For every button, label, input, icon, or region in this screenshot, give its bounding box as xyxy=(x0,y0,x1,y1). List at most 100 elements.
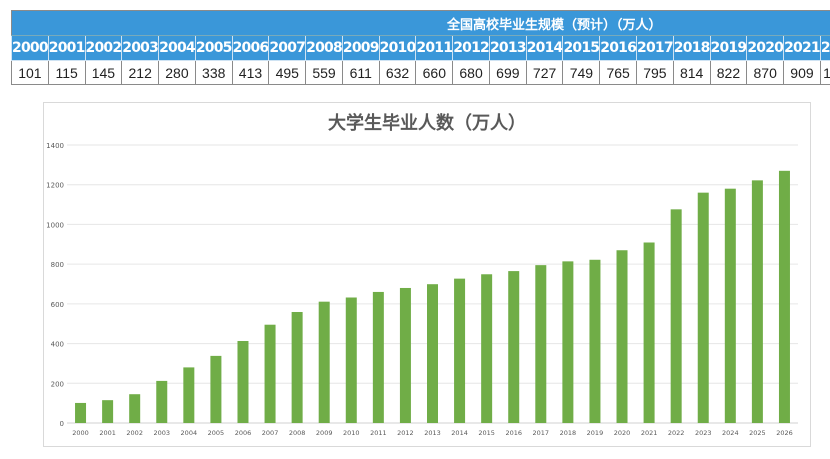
x-tick-label: 2005 xyxy=(208,429,225,437)
bar-2008 xyxy=(291,311,303,423)
bar-2023 xyxy=(697,192,709,423)
bar-2019 xyxy=(589,259,601,423)
year-header-cell: 2004 xyxy=(158,35,196,61)
value-cell: 765 xyxy=(599,60,638,85)
value-cell: 559 xyxy=(305,60,343,85)
bar-2018 xyxy=(562,261,574,423)
bar-2014 xyxy=(454,278,466,423)
year-header-row: 2000 2001 2002 2003 2004 2005 2006 2007 2008 2009… xyxy=(11,35,830,61)
bar-2006 xyxy=(237,340,249,423)
year-header-cell: 2002 xyxy=(84,35,123,61)
x-tick-label: 2025 xyxy=(749,429,766,437)
value-cell: 115 xyxy=(47,60,86,85)
value-cell: 749 xyxy=(562,60,601,85)
value-cell: 413 xyxy=(231,60,270,85)
year-header-cell: 2016 xyxy=(599,35,638,61)
bar-2015 xyxy=(481,274,493,423)
x-tick-label: 2020 xyxy=(614,429,631,437)
y-tick-label: 600 xyxy=(51,301,64,309)
bar-2016 xyxy=(508,271,520,423)
bar-2021 xyxy=(643,242,655,423)
x-tick-label: 2013 xyxy=(424,429,441,437)
value-cell: 814 xyxy=(672,60,711,85)
year-header-cell: 2003 xyxy=(121,35,160,61)
x-tick-label: 2019 xyxy=(587,429,604,437)
value-cell: 145 xyxy=(84,60,123,85)
y-tick-label: 200 xyxy=(51,380,64,388)
year-header-cell: 2011 xyxy=(415,35,454,61)
year-header-cell: 2010 xyxy=(378,35,417,61)
bar-2002 xyxy=(129,394,141,423)
y-tick-label: 1200 xyxy=(46,182,64,190)
value-cell: 101 xyxy=(11,60,49,85)
x-tick-label: 2008 xyxy=(289,429,306,437)
bar-2009 xyxy=(318,301,330,423)
year-header-cell: 2017 xyxy=(636,35,674,61)
graduates-table: 全国高校毕业生规模（预计）（万人） 2000 2001 2002 2003 2004 20… xyxy=(11,10,830,85)
bar-2025 xyxy=(751,180,763,423)
x-tick-label: 2004 xyxy=(181,429,198,437)
value-cell: 280 xyxy=(158,60,196,85)
x-tick-label: 2022 xyxy=(668,429,685,437)
x-tick-label: 2010 xyxy=(343,429,360,437)
value-cell: 1076 xyxy=(819,60,830,85)
bar-2003 xyxy=(156,380,168,423)
bar-2017 xyxy=(535,265,547,423)
bar-2022 xyxy=(670,209,682,423)
x-tick-label: 2009 xyxy=(316,429,333,437)
value-cell: 212 xyxy=(121,60,160,85)
x-tick-label: 2003 xyxy=(153,429,170,437)
x-tick-label: 2021 xyxy=(641,429,658,437)
x-tick-label: 2015 xyxy=(478,429,495,437)
x-tick-label: 2002 xyxy=(126,429,143,437)
bar-2020 xyxy=(616,250,628,423)
bar-2000 xyxy=(75,402,87,423)
y-tick-label: 400 xyxy=(51,341,64,349)
bar-2011 xyxy=(372,291,384,423)
x-tick-label: 2011 xyxy=(370,429,387,437)
year-header-cell: 2022 xyxy=(819,35,830,61)
bar-2013 xyxy=(427,284,438,423)
x-tick-label: 2023 xyxy=(695,429,712,437)
year-header-cell: 2013 xyxy=(488,35,527,61)
y-tick-label: 1000 xyxy=(46,221,64,229)
x-tick-label: 2026 xyxy=(776,429,793,437)
x-tick-label: 2018 xyxy=(560,429,577,437)
year-header-cell: 2001 xyxy=(47,35,86,61)
chart-title: 大学生毕业人数（万人） xyxy=(328,113,526,134)
value-cell: 632 xyxy=(378,60,417,85)
y-tick-label: 0 xyxy=(60,420,64,428)
year-header-cell: 2008 xyxy=(305,35,343,61)
x-tick-label: 2014 xyxy=(451,429,468,437)
x-tick-label: 2016 xyxy=(505,429,522,437)
value-cell: 699 xyxy=(488,60,527,85)
year-header-cell: 2019 xyxy=(709,35,748,61)
value-cell: 822 xyxy=(709,60,748,85)
value-cell: 338 xyxy=(194,60,233,85)
chart-plot: 0 200 400 600 800 1000 1200 1400 2000 2001 2002 200… xyxy=(46,142,798,437)
bar-2012 xyxy=(399,287,411,423)
year-header-cell: 2007 xyxy=(268,35,307,61)
bar-chart: 大学生毕业人数（万人） 0 200 400 600 800 1000 1200 1400 200… xyxy=(43,102,811,447)
bar-2007 xyxy=(264,324,276,423)
y-tick-label: 1400 xyxy=(46,142,64,150)
value-cell: 870 xyxy=(746,60,785,85)
year-header-cell: 2014 xyxy=(525,35,564,61)
bar-2005 xyxy=(210,355,222,423)
bar-2010 xyxy=(345,297,357,423)
value-cell: 909 xyxy=(783,60,821,85)
value-cell: 660 xyxy=(415,60,454,85)
x-tick-label: 2024 xyxy=(722,429,739,437)
value-cell: 727 xyxy=(525,60,564,85)
x-tick-label: 2012 xyxy=(397,429,414,437)
value-cell: 611 xyxy=(341,60,380,85)
bar-2026 xyxy=(778,170,790,423)
x-tick-label: 2007 xyxy=(262,429,279,437)
x-tick-label: 2006 xyxy=(235,429,252,437)
x-tick-label: 2001 xyxy=(99,429,116,437)
year-header-cell: 2006 xyxy=(231,35,270,61)
year-header-cell: 2012 xyxy=(452,35,490,61)
year-header-cell: 2000 xyxy=(11,35,49,61)
value-cell: 680 xyxy=(452,60,490,85)
year-header-cell: 2009 xyxy=(341,35,380,61)
